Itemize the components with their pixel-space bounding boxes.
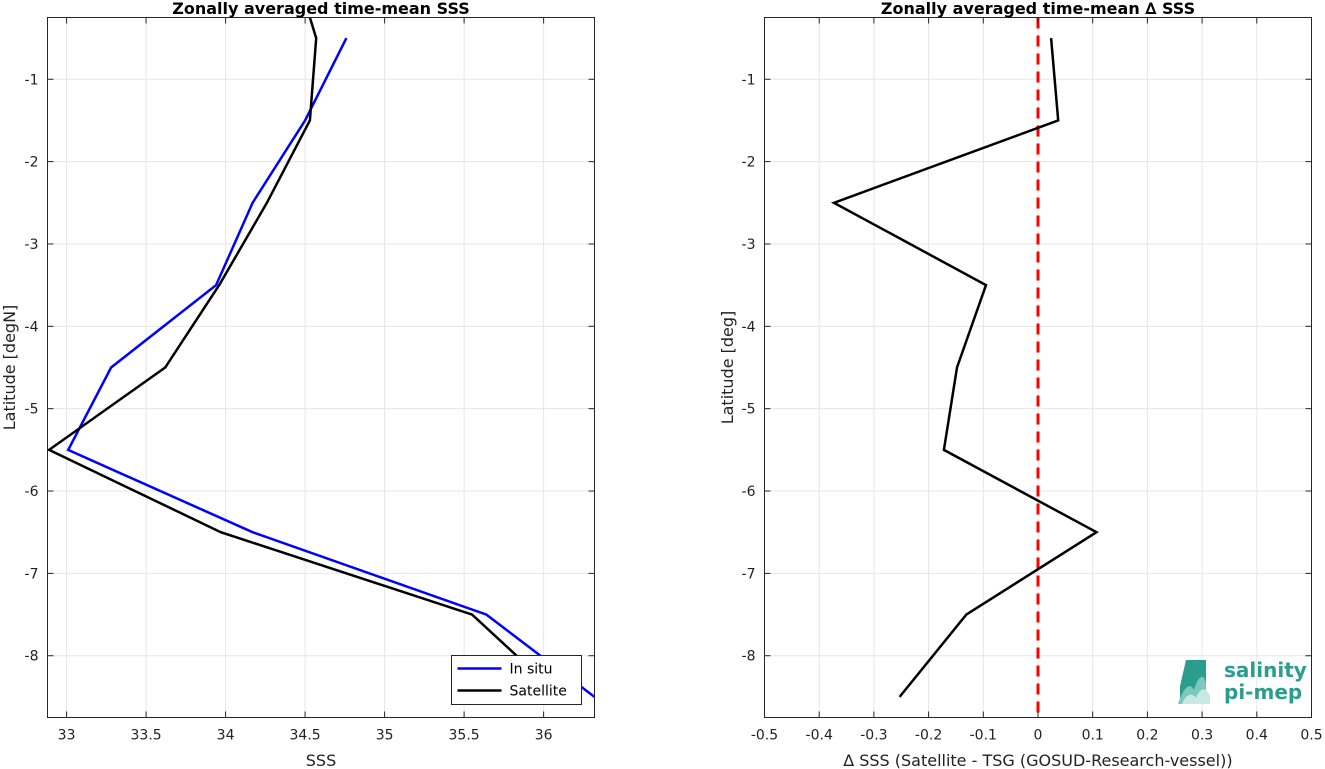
dsss-x-axis-label: ∆ SSS (Satellite - TSG (GOSUD-Research-v… <box>842 751 1232 769</box>
sss-axes-box <box>47 17 595 718</box>
logo-line2: pi-mep <box>1224 680 1303 704</box>
sss-series-line-1 <box>47 17 518 657</box>
dsss-ytick-label-3: -4 <box>742 319 756 335</box>
sss-xtick-label-1: 33.5 <box>131 728 162 744</box>
dsss-ytick-label-4: -5 <box>742 402 756 418</box>
wave-logo-icon <box>1178 660 1210 704</box>
delta-sss-panel: -0.5 -0.4 -0.3 -0.2 -0.1 0 0.1 0.2 0.3 0.4 0.5 -1 -2… <box>718 0 1323 769</box>
sss-xtick-label-4: 35 <box>376 728 394 744</box>
sss-ytick-label-5: -6 <box>25 484 39 500</box>
dsss-xtick-label-9: 0.4 <box>1246 728 1268 744</box>
sss-ytick-label-0: -1 <box>25 72 39 88</box>
sss-xtick-label-5: 35.5 <box>449 728 480 744</box>
dsss-ytick-label-1: -2 <box>742 155 756 171</box>
sss-legend-label-0: In situ <box>510 662 553 678</box>
sss-ytick-label-2: -3 <box>25 237 39 253</box>
dsss-ytick-label-6: -7 <box>742 566 756 582</box>
dsss-xtick-label-1: -0.4 <box>806 728 833 744</box>
dsss-chart-title: Zonally averaged time-mean ∆ SSS <box>881 0 1195 18</box>
dsss-xtick-label-7: 0.2 <box>1136 728 1158 744</box>
sss-ytick-label-1: -2 <box>25 155 39 171</box>
sss-y-axis-label: Latitude [degN] <box>0 305 19 431</box>
sss-xtick-label-3: 34.5 <box>290 728 321 744</box>
sss-plot-background <box>47 17 595 718</box>
dsss-ytick-label-5: -6 <box>742 484 756 500</box>
dsss-xtick-label-10: 0.5 <box>1300 728 1322 744</box>
dsss-ytick-label-0: -1 <box>742 72 756 88</box>
dsss-ytick-label-2: -3 <box>742 237 756 253</box>
sss-legend-label-1: Satellite <box>510 684 567 700</box>
dsss-xtick-label-4: -0.1 <box>970 728 997 744</box>
dsss-xtick-label-3: -0.2 <box>915 728 942 744</box>
dsss-ytick-label-7: -8 <box>742 649 756 665</box>
dsss-xtick-label-0: -0.5 <box>751 728 778 744</box>
sss-ytick-label-4: -5 <box>25 402 39 418</box>
sss-ytick-label-6: -7 <box>25 566 39 582</box>
sss-ytick-label-3: -4 <box>25 319 39 335</box>
sss-legend: In situ Satellite <box>451 655 582 705</box>
dsss-xtick-label-6: 0.1 <box>1082 728 1104 744</box>
dsss-xtick-label-2: -0.3 <box>860 728 887 744</box>
dsss-xtick-label-8: 0.3 <box>1191 728 1213 744</box>
dsss-y-axis-label: Latitude [deg] <box>718 311 737 425</box>
logo-line1: salinity <box>1224 658 1307 682</box>
sss-xtick-label-6: 36 <box>535 728 553 744</box>
sss-chart-title: Zonally averaged time-mean SSS <box>172 0 470 18</box>
salinity-pimep-logo: salinity pi-mep <box>1176 656 1308 706</box>
sss-series-line-0 <box>66 37 595 698</box>
sss-legend-box <box>451 655 582 705</box>
sss-panel: 33 33.5 34 34.5 35 35.5 36 -1 -2 -3 -4 -5 -6 -7 -8 Zona… <box>0 0 595 769</box>
dsss-xtick-label-5: 0 <box>1034 728 1043 744</box>
sss-ytick-label-7: -8 <box>25 649 39 665</box>
sss-xtick-label-2: 34 <box>217 728 235 744</box>
dsss-series-line-0 <box>830 37 1099 698</box>
sss-x-axis-label: SSS <box>306 751 336 769</box>
sss-xtick-label-0: 33 <box>58 728 76 744</box>
